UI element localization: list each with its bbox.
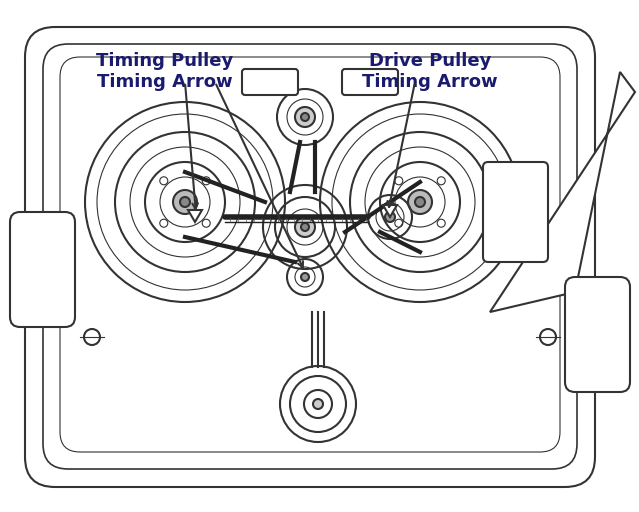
Circle shape	[180, 197, 190, 207]
FancyBboxPatch shape	[242, 69, 298, 95]
Circle shape	[173, 190, 197, 214]
FancyBboxPatch shape	[10, 212, 75, 327]
Circle shape	[295, 217, 315, 237]
Circle shape	[408, 190, 432, 214]
FancyBboxPatch shape	[25, 27, 595, 487]
Circle shape	[385, 212, 395, 222]
FancyBboxPatch shape	[483, 162, 548, 262]
FancyBboxPatch shape	[565, 277, 630, 392]
Circle shape	[313, 399, 323, 409]
Circle shape	[301, 113, 309, 121]
Circle shape	[415, 197, 425, 207]
Polygon shape	[383, 205, 397, 217]
Circle shape	[301, 273, 309, 281]
FancyBboxPatch shape	[60, 57, 560, 452]
FancyBboxPatch shape	[342, 69, 398, 95]
Polygon shape	[490, 72, 635, 312]
Text: Timing Pulley
Timing Arrow: Timing Pulley Timing Arrow	[96, 52, 234, 91]
Circle shape	[301, 223, 309, 231]
Text: Drive Pulley
Timing Arrow: Drive Pulley Timing Arrow	[362, 52, 498, 91]
FancyBboxPatch shape	[43, 44, 577, 469]
Circle shape	[295, 107, 315, 127]
Polygon shape	[188, 210, 202, 222]
